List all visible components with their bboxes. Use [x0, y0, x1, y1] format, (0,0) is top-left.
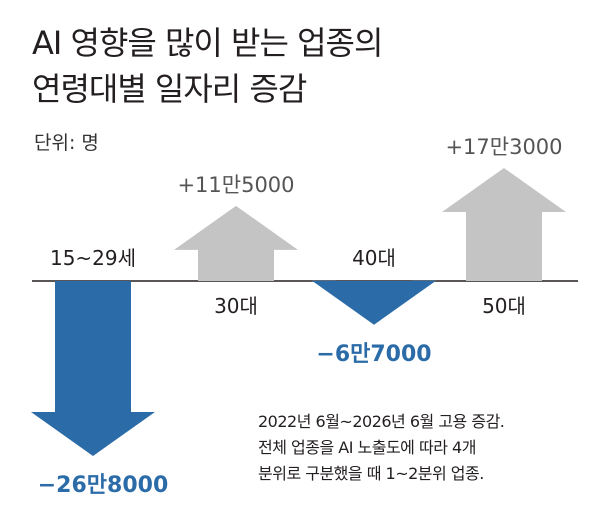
- category-label-1: 15~29세: [50, 246, 136, 270]
- note-line-3: 분위로 구분했을 때 1~2분위 업종.: [258, 464, 484, 483]
- unit-label: 단위: 명: [34, 132, 99, 154]
- note-line-2: 전체 업종을 AI 노출도에 따라 4개: [258, 438, 476, 457]
- note-line-1: 2022년 6월~2026년 6월 고용 증감.: [258, 412, 505, 431]
- chart-note: 2022년 6월~2026년 6월 고용 증감. 전체 업종을 AI 노출도에 …: [258, 409, 505, 487]
- chart-title: AI 영향을 많이 받는 업종의 연령대별 일자리 증감: [32, 20, 383, 112]
- chart-title-line-2: 연령대별 일자리 증감: [32, 70, 307, 108]
- bar-4: [442, 168, 566, 281]
- chart-title-line-1: AI 영향을 많이 받는 업종의: [32, 24, 383, 62]
- value-label-4: +17만3000: [445, 135, 562, 159]
- category-label-4: 50대: [482, 294, 526, 318]
- value-label-2: +11만5000: [177, 173, 294, 197]
- bar-1: [31, 281, 155, 456]
- category-label-2: 30대: [214, 294, 258, 318]
- value-label-1: −26만8000: [38, 473, 169, 498]
- bar-2: [174, 205, 298, 281]
- bar-3: [312, 280, 436, 325]
- value-label-3: −6만7000: [316, 342, 431, 367]
- category-label-3: 40대: [352, 246, 396, 270]
